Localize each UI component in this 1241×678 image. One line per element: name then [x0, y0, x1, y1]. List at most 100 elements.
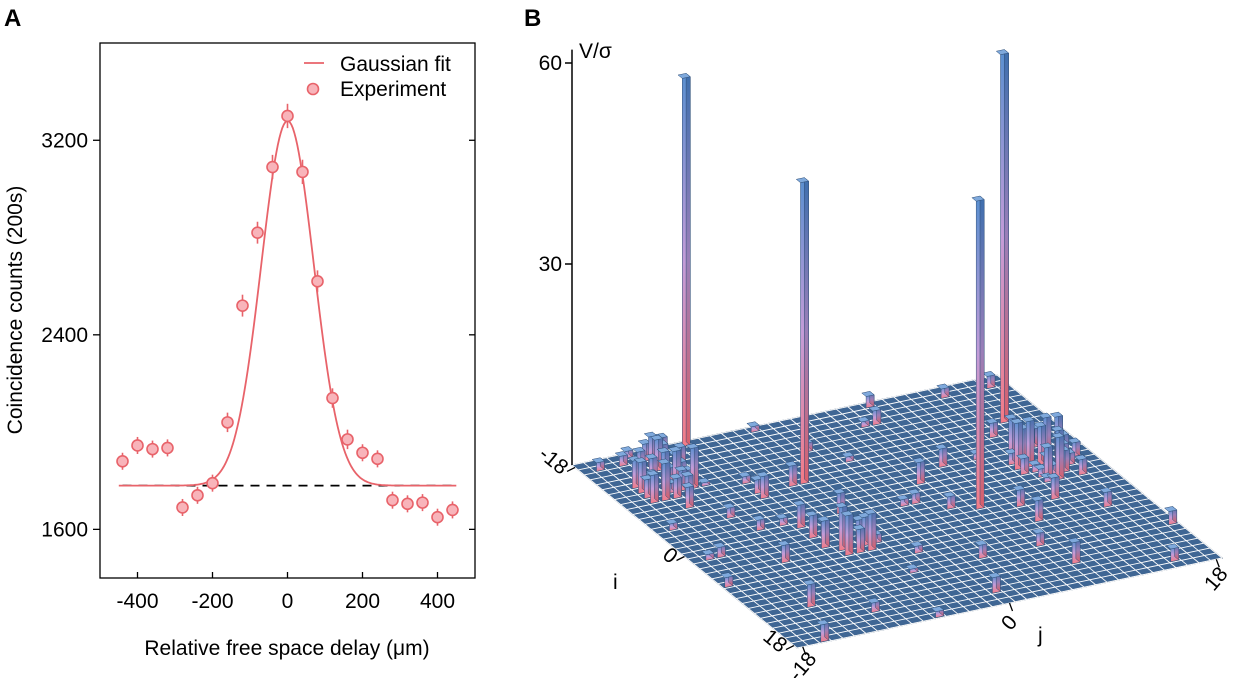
bar-top: [984, 418, 999, 424]
bar-top: [1033, 463, 1047, 470]
bar-top: [974, 540, 988, 546]
bar-top: [995, 49, 1010, 55]
bar-top: [737, 471, 751, 478]
bar: [1011, 484, 1026, 508]
grid-line: [644, 433, 1071, 525]
bar-top: [909, 541, 924, 547]
bar: [1165, 543, 1180, 563]
bar-top: [1046, 472, 1060, 479]
bar: [971, 195, 985, 510]
bar-top: [685, 443, 699, 449]
experiment-point: [116, 454, 129, 468]
experiment-point: [311, 275, 324, 288]
bar: [792, 499, 806, 529]
j-tick-label: 0: [997, 611, 1022, 635]
i-tick-label: 0: [658, 543, 682, 568]
x-tick-label: -400: [116, 590, 158, 613]
bar: [851, 524, 866, 554]
bar-top: [746, 421, 760, 428]
bar-top: [804, 510, 818, 517]
bar: [911, 457, 926, 485]
bar-top: [591, 457, 606, 464]
bar-face: [848, 510, 854, 555]
x-axis-label: Relative free space delay (μm): [144, 637, 429, 660]
bar: [1051, 432, 1065, 481]
bar-top: [1021, 416, 1035, 423]
grid-line: [638, 428, 1064, 520]
bar: [974, 539, 988, 560]
bar: [774, 513, 789, 527]
grid-line: [748, 517, 1174, 609]
bar-top: [649, 434, 664, 441]
experiment-point: [191, 489, 204, 502]
bar-top: [895, 494, 910, 501]
grid-line: [812, 413, 1039, 598]
bar-top: [802, 579, 816, 586]
grid-line: [760, 527, 1186, 619]
experiment-point: [206, 476, 219, 490]
grid-line: [754, 522, 1180, 614]
y-tick-label: 2400: [41, 324, 88, 347]
bar-top: [774, 513, 789, 520]
experiment-point: [341, 433, 354, 446]
bar-face: [693, 443, 699, 488]
bar: [680, 482, 695, 509]
i-tick-label: -18: [534, 442, 572, 479]
grid-line: [784, 547, 1210, 639]
bar-top: [856, 416, 870, 423]
bar-top: [668, 473, 683, 480]
grid-line: [778, 420, 1005, 605]
bar: [840, 451, 855, 463]
experiment-point: [416, 496, 429, 509]
bar: [909, 540, 924, 554]
legend: Gaussian fit Experiment: [304, 53, 451, 101]
bar-top: [637, 439, 651, 445]
grid-line: [686, 440, 913, 625]
bar: [664, 518, 679, 532]
bar-top: [942, 491, 956, 498]
bar-top: [851, 524, 866, 531]
bar: [1046, 472, 1060, 501]
z-tick-label: 30: [539, 253, 562, 276]
bar: [722, 502, 736, 519]
bar: [591, 457, 606, 472]
y-tick-label: 3200: [41, 129, 88, 152]
experiment-point: [356, 446, 369, 460]
surface-plane: [570, 374, 1224, 649]
bar: [815, 619, 830, 643]
bar-top: [1032, 421, 1047, 428]
grid-line: [717, 493, 1144, 585]
bar-top: [1011, 485, 1026, 491]
bar-top: [1099, 487, 1113, 493]
bar-top: [1027, 459, 1041, 466]
bar: [816, 515, 831, 549]
bar-top: [701, 549, 715, 556]
bar: [657, 458, 671, 502]
experiment-point: [296, 165, 309, 179]
bar-top: [866, 597, 881, 604]
bar: [895, 494, 910, 508]
x-tick-label: -200: [191, 590, 233, 613]
z-tick-label: 60: [539, 52, 562, 75]
bar-top: [657, 458, 671, 465]
experiment-point: [431, 510, 444, 524]
experiment-point: [221, 416, 234, 429]
bar-top: [1163, 506, 1178, 512]
bar: [942, 491, 956, 510]
bar-top: [863, 508, 877, 515]
bar-top: [795, 177, 810, 183]
bar: [866, 597, 881, 613]
grid-line: [927, 389, 1154, 573]
bar: [905, 563, 919, 574]
bar-top: [1049, 411, 1064, 418]
bar-top: [644, 453, 658, 460]
bar-top: [1074, 454, 1088, 461]
bar-top: [755, 471, 770, 478]
grid-line: [996, 374, 1223, 559]
bar: [720, 572, 734, 588]
grid-line: [675, 458, 1101, 550]
experiment-point: [251, 226, 264, 239]
bar-face: [979, 195, 985, 509]
grid-line: [693, 473, 1119, 565]
